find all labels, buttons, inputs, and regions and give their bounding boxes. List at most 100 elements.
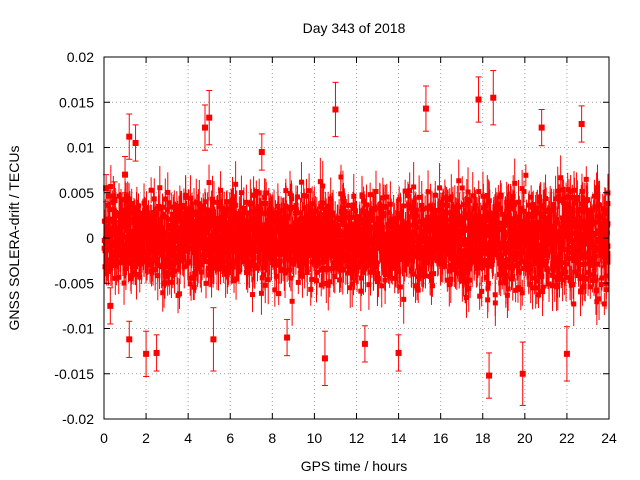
data-point [203, 230, 209, 236]
data-point [579, 225, 585, 231]
data-point [337, 260, 343, 266]
data-point [255, 204, 261, 210]
data-point [246, 235, 252, 241]
data-point [176, 242, 182, 248]
data-point [289, 204, 295, 210]
data-point [558, 175, 564, 181]
data-point [361, 236, 367, 242]
data-point [583, 176, 589, 182]
data-point [128, 245, 134, 251]
data-point [148, 187, 154, 193]
data-point [263, 190, 269, 196]
data-point [495, 201, 501, 207]
data-point [302, 261, 308, 267]
data-point [112, 252, 118, 258]
data-point [299, 273, 305, 279]
data-point [172, 268, 178, 274]
data-point [123, 266, 129, 272]
data-point [383, 204, 389, 210]
data-point [530, 202, 536, 208]
data-point [523, 172, 529, 178]
data-point [148, 216, 154, 222]
data-point [543, 207, 549, 213]
data-point [153, 249, 159, 255]
data-point [313, 262, 319, 268]
data-point [260, 265, 266, 271]
data-point [398, 212, 404, 218]
data-point [449, 267, 455, 273]
data-point [261, 272, 267, 278]
data-point [463, 254, 469, 260]
data-point [514, 244, 520, 250]
data-point [576, 238, 582, 244]
data-point [198, 240, 204, 246]
data-point [509, 276, 515, 282]
data-point [142, 208, 148, 214]
data-point [410, 271, 416, 277]
data-point [198, 214, 204, 220]
data-point [136, 254, 142, 260]
data-point [180, 222, 186, 228]
data-point [567, 275, 573, 281]
data-point [299, 215, 305, 221]
data-point [256, 249, 262, 255]
data-point [324, 255, 330, 261]
data-point [519, 290, 525, 296]
data-point [448, 194, 454, 200]
data-point [554, 239, 560, 245]
data-point [404, 261, 410, 267]
data-point [487, 215, 493, 221]
data-point [323, 207, 329, 213]
data-point [518, 286, 524, 292]
data-point [561, 200, 567, 206]
data-point [276, 218, 282, 224]
data-point [442, 263, 448, 269]
data-point [457, 204, 463, 210]
data-point [285, 256, 291, 262]
data-point [116, 193, 122, 199]
data-point [222, 231, 228, 237]
data-point [498, 253, 504, 259]
data-point [536, 263, 542, 269]
data-point [328, 196, 334, 202]
data-point [325, 250, 331, 256]
data-point [329, 253, 335, 259]
data-point [120, 207, 126, 213]
data-point [118, 260, 124, 266]
data-point [447, 223, 453, 229]
data-point [456, 178, 462, 184]
data-point [247, 243, 253, 249]
data-point [496, 248, 502, 254]
data-point [488, 210, 494, 216]
data-point [327, 279, 333, 285]
data-point [479, 288, 485, 294]
data-point [136, 203, 142, 209]
data-point [513, 254, 519, 260]
data-point [208, 209, 214, 215]
data-point [396, 229, 402, 235]
data-point [188, 195, 194, 201]
data-point [332, 274, 338, 280]
data-point [577, 206, 583, 212]
data-point [206, 180, 212, 186]
data-point [578, 289, 584, 295]
data-point [113, 263, 119, 269]
data-point [439, 215, 445, 221]
data-point [572, 269, 578, 275]
data-point [510, 273, 516, 279]
data-point [455, 257, 461, 263]
data-point [213, 224, 219, 230]
data-point [221, 268, 227, 274]
data-point [328, 249, 334, 255]
data-point [224, 199, 230, 205]
data-point [426, 228, 432, 234]
data-point [422, 273, 428, 279]
data-point [503, 232, 509, 238]
data-point [448, 225, 454, 231]
data-point [118, 197, 124, 203]
data-point [308, 286, 314, 292]
data-point [352, 260, 358, 266]
data-point [417, 270, 423, 276]
data-point [534, 210, 540, 216]
data-point [120, 222, 126, 228]
